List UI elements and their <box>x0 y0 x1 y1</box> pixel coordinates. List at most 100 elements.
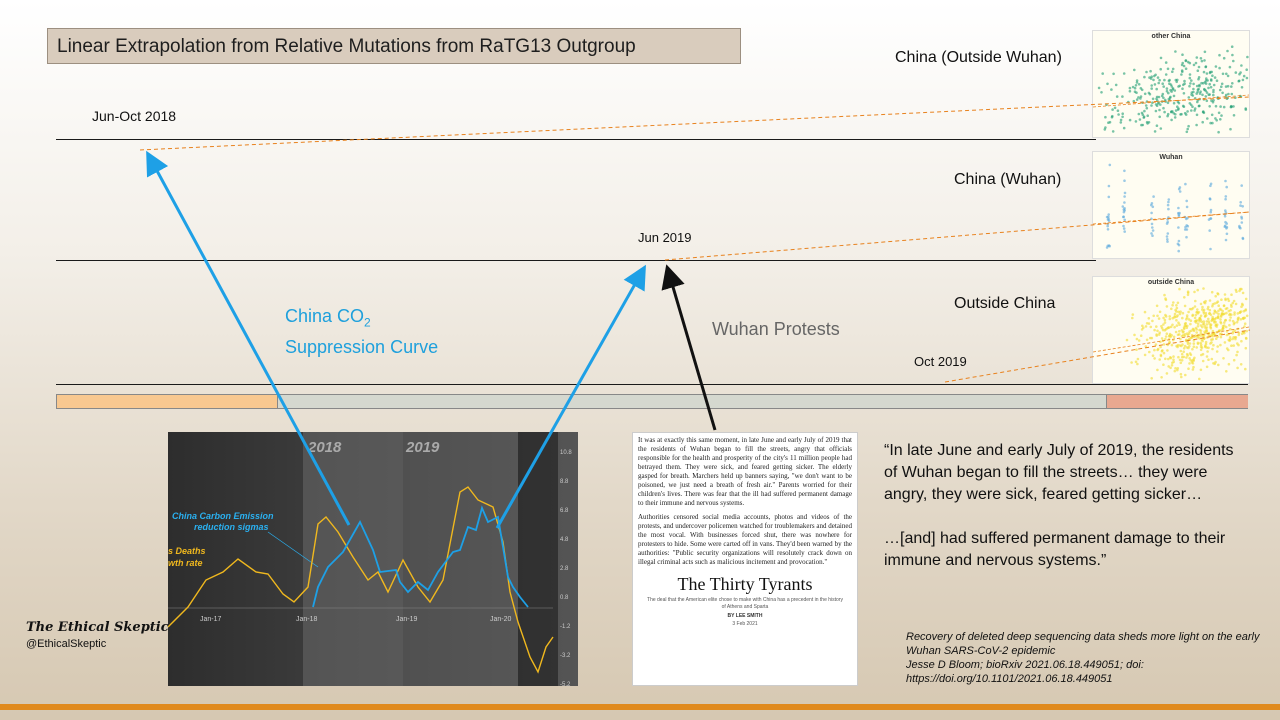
scatter-point <box>1174 308 1177 312</box>
scatter-point <box>1178 190 1182 193</box>
scatter-point <box>1179 310 1182 313</box>
scatter-point <box>1169 366 1172 370</box>
scatter-point <box>1160 337 1164 340</box>
scatter-point <box>1110 88 1113 91</box>
scatter-point <box>1241 291 1245 295</box>
scatter-point <box>1228 323 1231 327</box>
scatter-point <box>1244 108 1248 111</box>
scatter-point <box>1195 311 1198 314</box>
y-tick-label: -3.2 <box>560 653 571 659</box>
scatter-point <box>1170 364 1174 367</box>
scatter-point <box>1212 90 1215 94</box>
scatter-point <box>1166 240 1169 243</box>
scatter-point <box>1144 325 1148 328</box>
scatter-point <box>1157 102 1160 105</box>
scatter-point <box>1171 323 1174 327</box>
scatter-point <box>1176 105 1179 108</box>
scatter-point <box>1177 239 1181 243</box>
scatter-point <box>1204 326 1207 330</box>
scatter-point <box>1198 328 1201 332</box>
scatter-point <box>1163 78 1166 82</box>
label-wuhan-protests: Wuhan Protests <box>712 319 840 339</box>
scatter-point <box>1104 115 1107 119</box>
scatter-point <box>1174 109 1178 112</box>
scatter-point <box>1108 163 1112 167</box>
scatter-point <box>1219 335 1223 339</box>
scatter-point <box>1169 88 1172 92</box>
scatter-point <box>1211 318 1214 321</box>
scatter-point <box>1230 92 1234 96</box>
scatter-point <box>1211 121 1214 125</box>
scatter-point <box>1164 357 1167 361</box>
scatter-point <box>1150 211 1153 215</box>
scatter-point <box>1141 113 1145 116</box>
scatter-point <box>1151 354 1155 357</box>
scatter-point <box>1181 104 1185 108</box>
scatter-point <box>1131 316 1134 320</box>
scatter-point <box>1148 350 1151 354</box>
scatter-point <box>1123 218 1126 222</box>
scatter-point <box>1161 328 1165 332</box>
scatter-point <box>1183 111 1187 115</box>
scatter-point <box>1198 377 1201 381</box>
scatter-point <box>1187 96 1191 99</box>
scatter-point <box>1236 350 1239 354</box>
scatter-point <box>1147 121 1151 124</box>
scatter-point <box>1212 362 1215 365</box>
scatter-point <box>1192 63 1196 67</box>
scatter-point <box>1240 64 1243 67</box>
scatter-point <box>1193 305 1197 308</box>
x-tick-jan-20: Jan-20 <box>490 616 512 623</box>
scatter-point <box>1193 356 1196 360</box>
scatter-point <box>1194 334 1197 337</box>
scatter-point <box>1199 324 1203 327</box>
scatter-point <box>1239 71 1242 74</box>
scatter-point <box>1228 319 1232 322</box>
scatter-point <box>1139 334 1143 337</box>
scatter-point <box>1225 311 1228 315</box>
scatter-point <box>1231 301 1235 305</box>
scatter-point <box>1157 333 1161 336</box>
year-2020-band <box>518 432 558 686</box>
scatter-point <box>1229 327 1232 331</box>
article-paragraph-1: It was at exactly this same moment, in l… <box>638 436 852 507</box>
scatter-point <box>1163 110 1166 114</box>
scatter-point <box>1239 363 1243 366</box>
scatter-point <box>1217 130 1220 134</box>
scatter-point <box>1221 91 1224 95</box>
scatter-point <box>1189 359 1192 362</box>
scatter-point <box>1107 121 1110 124</box>
scatter-point <box>1239 201 1242 204</box>
brand-handle: @EthicalSkeptic <box>26 638 107 650</box>
scatter-point <box>1176 108 1180 111</box>
scatter-point <box>1224 238 1228 242</box>
scatter-point <box>1177 206 1180 210</box>
x-tick-jan-17: Jan-17 <box>200 616 222 623</box>
slide-title: Linear Extrapolation from Relative Mutat… <box>47 28 741 64</box>
scatter-point <box>1136 362 1139 366</box>
scatter-point <box>1199 368 1203 372</box>
scatter-point <box>1210 79 1213 82</box>
series-label-co2-b: reduction sigmas <box>194 522 269 532</box>
scatter-point <box>1128 89 1132 93</box>
scatter-point <box>1219 118 1222 121</box>
scatter-point <box>1155 304 1159 308</box>
scatter-point <box>1202 322 1206 325</box>
scatter-point <box>1164 73 1168 76</box>
scatter-point <box>1194 299 1197 303</box>
scatter-point <box>1171 316 1174 320</box>
scatter-point <box>1233 321 1236 325</box>
scatter-point <box>1135 79 1139 82</box>
scatter-trend-line <box>1092 94 1250 108</box>
scatter-point <box>1166 101 1170 105</box>
scatter-point <box>1165 372 1169 375</box>
arrow-co2-to-2018 <box>146 150 351 526</box>
scatter-point <box>1245 314 1249 318</box>
scatter-point <box>1150 202 1154 205</box>
scatter-point <box>1188 307 1192 311</box>
arrow-protests-to-jun-2019 <box>661 264 717 431</box>
scatter-point <box>1221 309 1224 313</box>
scatter-point <box>1107 184 1111 188</box>
scatter-point <box>1167 365 1170 368</box>
scatter-point <box>1165 89 1169 93</box>
